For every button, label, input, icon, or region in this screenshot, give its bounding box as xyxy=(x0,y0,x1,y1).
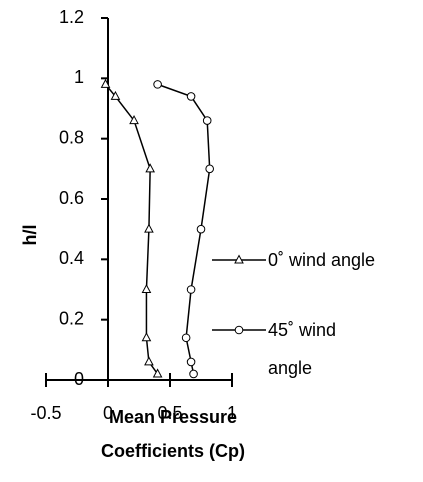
marker xyxy=(152,368,163,378)
y-tick-label: 0.8 xyxy=(59,127,84,147)
marker xyxy=(186,285,196,294)
y-tick-label: 1 xyxy=(74,67,84,87)
y-tick-label: 0.4 xyxy=(59,248,84,268)
marker xyxy=(202,116,212,125)
marker xyxy=(153,80,162,89)
marker xyxy=(189,369,198,379)
y-tick-label: 0 xyxy=(74,369,84,389)
marker xyxy=(141,332,152,342)
legend-label: 45˚ wind angle xyxy=(268,320,337,378)
x-axis-title: Mean Pressure Coefficients (Cp) xyxy=(101,407,245,461)
x-tick-label: -0.5 xyxy=(30,403,61,423)
marker xyxy=(196,224,206,234)
marker xyxy=(145,163,155,173)
marker xyxy=(186,357,196,367)
marker xyxy=(181,333,191,343)
x-tick-label: 1 xyxy=(227,403,237,423)
legend-marker xyxy=(234,254,244,264)
legend-marker xyxy=(234,325,244,335)
y-tick-label: 0.2 xyxy=(59,308,84,328)
y-tick-label: 1.2 xyxy=(59,7,84,27)
marker xyxy=(129,115,139,125)
marker xyxy=(100,78,111,88)
legend-label: 0˚ wind angle xyxy=(268,250,376,270)
x-tick-label: 0 xyxy=(103,403,113,423)
marker xyxy=(144,356,154,366)
x-tick-label: 0.5 xyxy=(157,403,182,423)
marker xyxy=(186,92,196,101)
marker xyxy=(110,90,121,100)
marker xyxy=(144,223,154,233)
marker xyxy=(205,164,214,174)
marker xyxy=(141,283,152,293)
y-axis-title: h/l xyxy=(20,224,40,246)
y-tick-label: 0.6 xyxy=(59,188,84,208)
